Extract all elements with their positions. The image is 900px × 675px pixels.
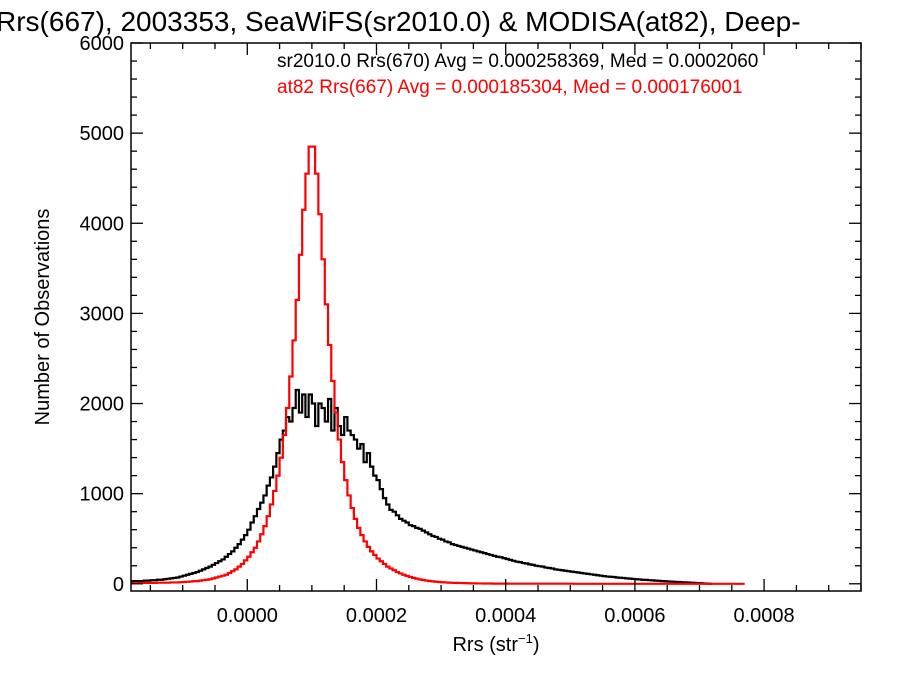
y-tick-label: 0: [113, 574, 124, 596]
y-tick-label: 3000: [80, 303, 125, 325]
y-axis-label: Number of Observations: [32, 209, 54, 426]
plot-frame: [130, 42, 862, 592]
y-tick-label: 4000: [80, 213, 125, 235]
x-axis-label-close: ): [533, 634, 540, 656]
histogram-series-1: [131, 145, 745, 585]
y-tick-label: 5000: [80, 123, 125, 145]
x-axis-label-text: Rrs (str: [452, 634, 518, 656]
x-tick-label: 0.0000: [217, 605, 278, 627]
chart-title: Rrs(667), 2003353, SeaWiFS(sr2010.0) & M…: [0, 6, 801, 37]
annotation-seawifs-stats: sr2010.0 Rrs(670) Avg = 0.000258369, Med…: [277, 51, 758, 72]
x-tick-label: 0.0004: [475, 605, 536, 627]
y-tick-label: 2000: [80, 394, 125, 416]
series-layer: [131, 145, 745, 585]
histogram-series-0: [131, 388, 713, 585]
x-tick-label: 0.0006: [604, 605, 665, 627]
x-tick-label: 0.0002: [346, 605, 407, 627]
x-axis-label-sup: −1: [518, 631, 533, 646]
annotation-modisa-stats: at82 Rrs(667) Avg = 0.000185304, Med = 0…: [277, 77, 743, 98]
y-tick-label: 1000: [80, 484, 125, 506]
x-tick-label: 0.0008: [734, 605, 795, 627]
axis-layer: 0.0000 0.0002 0.0004 0.0006 0.0008 0 1000 2000 3…: [80, 33, 862, 627]
x-axis-label: Rrs (str−1): [452, 631, 539, 656]
y-tick-label: 6000: [80, 33, 125, 55]
